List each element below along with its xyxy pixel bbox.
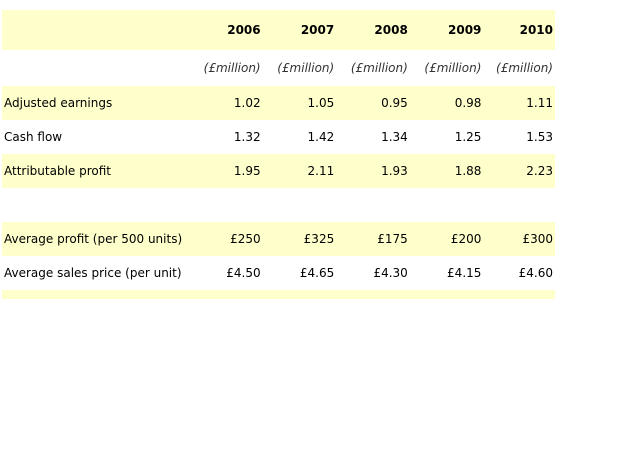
table-cell: 1.93 [381, 164, 408, 178]
footer-band [2, 290, 555, 299]
row-label: Cash flow [4, 130, 63, 144]
table-cell: £4.30 [373, 266, 408, 280]
table-row: Average sales price (per unit) £4.50 £4.… [2, 256, 555, 290]
table-cell: 1.95 [233, 164, 261, 178]
unit-label: (£million) [203, 61, 261, 75]
table-cell: 2.23 [526, 164, 553, 178]
table-cell: £325 [303, 232, 335, 246]
table-cell: £250 [230, 232, 261, 246]
table-cell: 2.11 [307, 164, 335, 178]
table-row: Attributable profit 1.95 2.11 1.93 1.88 … [2, 154, 555, 188]
unit-label: (£million) [424, 61, 482, 75]
table-cell: 1.53 [526, 130, 553, 144]
year-header: 2008 [374, 23, 408, 37]
unit-row: (£million) (£million) (£million) (£milli… [2, 50, 555, 86]
table-cell: £175 [377, 232, 408, 246]
row-label: Adjusted earnings [4, 96, 113, 110]
table-cell: 1.32 [233, 130, 261, 144]
row-label: Attributable profit [4, 164, 111, 178]
year-header: 2006 [227, 23, 261, 37]
row-label: Average sales price (per unit) [4, 266, 182, 280]
year-header: 2010 [519, 23, 553, 37]
table-cell: £4.65 [299, 266, 335, 280]
table-cell: 1.88 [454, 164, 482, 178]
table-cell: 1.34 [381, 130, 408, 144]
year-header: 2007 [300, 23, 335, 37]
row-label: Average profit (per 500 units) [4, 232, 183, 246]
year-header: 2009 [448, 23, 482, 37]
table-cell: £300 [522, 232, 553, 246]
table-cell: 1.02 [233, 96, 261, 110]
table-row: Cash flow 1.32 1.42 1.34 1.25 1.53 [2, 120, 555, 154]
table-cell: 1.42 [307, 130, 335, 144]
table-cell: £4.15 [447, 266, 482, 280]
table-cell: 1.25 [454, 130, 482, 144]
table-row: Average profit (per 500 units) £250 £325… [2, 222, 555, 256]
financial-table: 2006 2007 2008 2009 2010 (£million) (£mi… [2, 10, 555, 299]
table-cell: 1.05 [307, 96, 335, 110]
table-cell: 0.95 [381, 96, 408, 110]
table-row: Adjusted earnings 1.02 1.05 0.95 0.98 1.… [2, 86, 555, 120]
unit-label: (£million) [350, 61, 408, 75]
table-cell: £4.50 [226, 266, 261, 280]
unit-label: (£million) [496, 61, 553, 75]
table-cell: 0.98 [454, 96, 482, 110]
table-cell: £200 [450, 232, 482, 246]
spacer-row [2, 188, 555, 222]
table-cell: £4.60 [518, 266, 553, 280]
year-header-row: 2006 2007 2008 2009 2010 [2, 10, 555, 50]
table-cell: 1.11 [526, 96, 553, 110]
unit-label: (£million) [277, 61, 335, 75]
